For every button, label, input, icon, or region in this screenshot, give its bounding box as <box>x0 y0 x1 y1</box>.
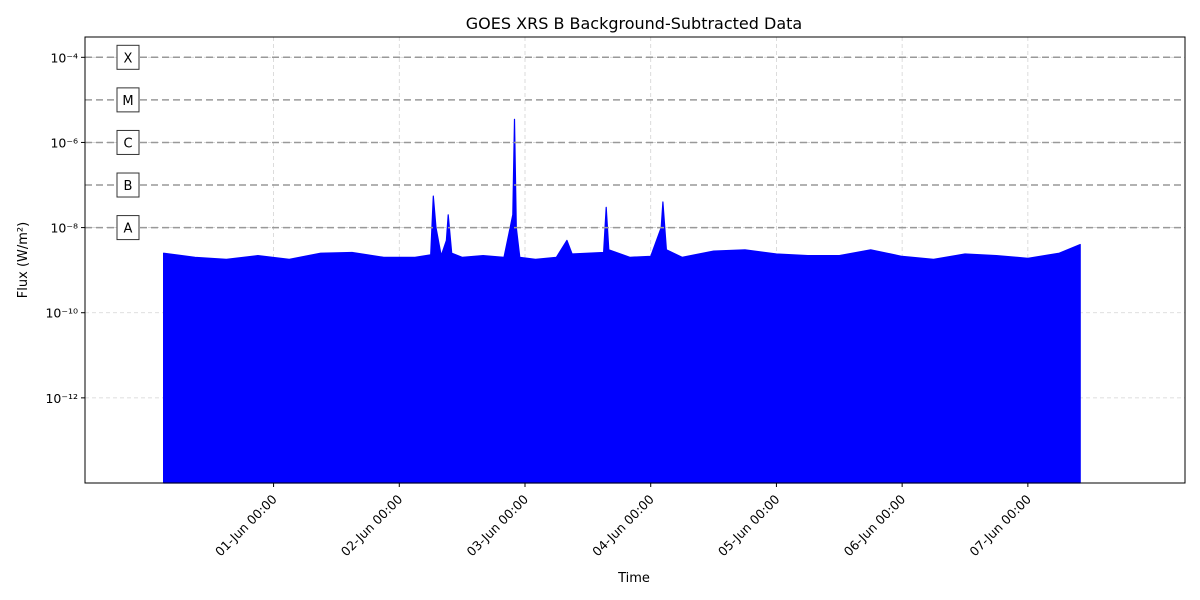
flux-series <box>163 118 1081 484</box>
class-label-a: A <box>124 222 133 237</box>
x-tick-label: 03-Jun 00:00 <box>463 491 531 559</box>
y-tick-label: 10⁻⁴ <box>50 50 78 65</box>
class-label-box <box>116 172 140 198</box>
y-axis-label: Flux (W/m²) <box>16 222 31 298</box>
plot-area-frame <box>84 36 1186 484</box>
y-tick-label: 10⁻⁶ <box>50 135 78 150</box>
class-label-box <box>116 87 140 113</box>
flux-area <box>163 118 1081 484</box>
class-label-x: X <box>124 51 133 66</box>
x-tick-label: 05-Jun 00:00 <box>715 491 783 559</box>
y-tick-label: 10⁻¹² <box>45 391 78 406</box>
class-label-c: C <box>123 136 132 151</box>
flare-class-thresholds: X M C B A <box>85 44 1185 241</box>
x-tick-label: 06-Jun 00:00 <box>841 491 909 559</box>
class-label-box <box>116 44 140 70</box>
x-axis-label: Time <box>617 571 650 586</box>
y-tick-label: 10⁻¹⁰ <box>45 306 78 321</box>
x-tick-label: 04-Jun 00:00 <box>589 491 657 559</box>
class-label-box <box>116 215 140 241</box>
class-label-box <box>116 129 140 155</box>
chart-title: GOES XRS B Background-Subtracted Data <box>466 14 802 33</box>
x-tick-label: 02-Jun 00:00 <box>338 491 406 559</box>
x-tick-label: 07-Jun 00:00 <box>966 491 1034 559</box>
x-tick-label: 01-Jun 00:00 <box>212 491 280 559</box>
class-label-m: M <box>122 94 133 109</box>
class-label-b: B <box>124 179 133 194</box>
y-tick-label: 10⁻⁸ <box>50 221 78 236</box>
